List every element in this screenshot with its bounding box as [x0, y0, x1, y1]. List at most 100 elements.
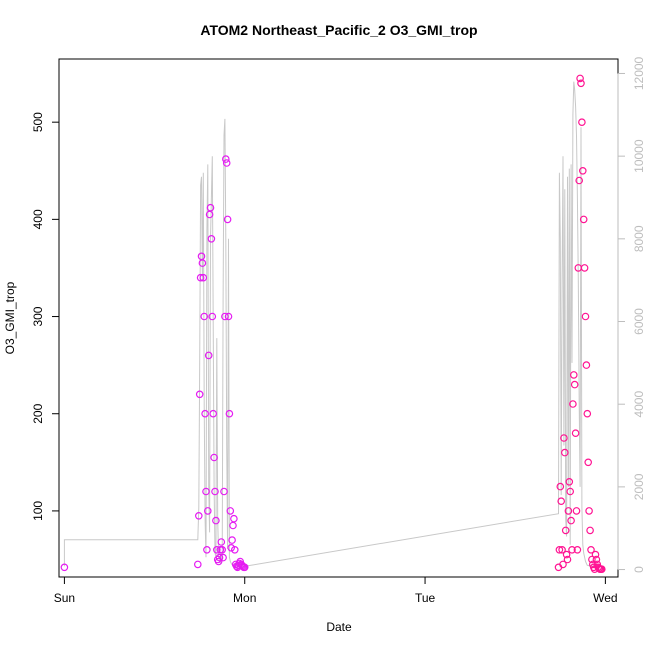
data-point	[203, 545, 211, 554]
y-tick-label: 500	[31, 112, 45, 132]
data-point	[575, 176, 584, 185]
data-point	[231, 545, 239, 554]
data-point	[213, 545, 221, 554]
data-point	[225, 409, 234, 418]
data-point	[578, 118, 586, 127]
data-point	[222, 155, 230, 163]
data-point	[208, 312, 217, 321]
y2-tick-label: 12000	[632, 56, 646, 90]
data-point	[576, 74, 584, 83]
data-point	[584, 458, 593, 467]
data-point	[207, 235, 216, 243]
data-point	[217, 538, 226, 546]
data-point	[200, 312, 209, 321]
data-point	[569, 371, 578, 379]
y-tick-label: 100	[31, 501, 45, 521]
data-point	[228, 536, 236, 544]
data-point	[556, 482, 565, 491]
data-point	[219, 553, 227, 562]
y2-tick-label: 4000	[632, 391, 646, 418]
data-point	[195, 511, 203, 520]
x-axis: Sun Mon Tue Wed	[54, 576, 618, 605]
data-point	[204, 351, 213, 360]
data-point	[583, 409, 592, 418]
data-point	[212, 516, 220, 525]
chart-title: ATOM2 Northeast_Pacific_2 O3_GMI_trop	[200, 22, 477, 38]
data-point	[582, 361, 591, 369]
data-point	[597, 565, 606, 574]
plot-frame	[58, 58, 619, 578]
data-point	[557, 497, 566, 506]
data-point	[215, 553, 224, 562]
data-point	[563, 555, 572, 564]
y-tick-label: 400	[31, 209, 45, 229]
data-point	[60, 563, 69, 572]
data-point	[571, 429, 580, 438]
data-point	[588, 555, 596, 564]
data-point	[586, 526, 594, 535]
data-point	[578, 167, 587, 175]
x-tick-label: Sun	[54, 591, 75, 605]
y2-tick-label: 2000	[632, 473, 646, 500]
series-line	[63, 81, 602, 567]
data-point	[564, 507, 573, 515]
data-point	[230, 514, 238, 523]
data-point	[569, 400, 577, 408]
secondary-series-layer	[63, 81, 602, 567]
data-point	[566, 487, 575, 496]
x-tick-label: Wed	[593, 591, 617, 605]
data-point	[240, 563, 249, 572]
y2-tick-label: 0	[632, 566, 646, 573]
data-point	[195, 390, 204, 399]
data-point	[214, 557, 223, 566]
data-point	[558, 545, 566, 554]
data-point	[218, 545, 227, 554]
x-axis-label: Date	[326, 620, 352, 634]
data-point	[201, 409, 209, 418]
data-point	[592, 555, 601, 564]
data-point	[222, 159, 231, 167]
y2-tick-label: 6000	[632, 308, 646, 335]
data-point	[198, 259, 207, 267]
data-point	[223, 215, 232, 224]
data-point	[579, 215, 588, 224]
data-point	[560, 434, 568, 442]
data-point	[210, 453, 218, 462]
data-point	[204, 507, 212, 515]
data-point	[573, 545, 582, 554]
data-point	[224, 312, 233, 321]
data-point	[559, 560, 567, 569]
data-point	[591, 550, 600, 559]
data-point	[229, 521, 237, 530]
y-axis-left: 100 200 300 400 500	[31, 112, 60, 521]
data-point	[570, 380, 579, 389]
x-tick-label: Mon	[233, 591, 256, 605]
data-point	[561, 526, 570, 535]
data-point	[221, 312, 229, 321]
y-tick-label: 200	[31, 403, 45, 423]
data-point	[196, 273, 205, 282]
data-point	[560, 448, 569, 457]
data-point	[194, 560, 202, 569]
data-point	[562, 550, 571, 559]
data-point	[580, 264, 589, 272]
data-point	[587, 545, 595, 554]
data-point	[581, 312, 590, 321]
data-point	[202, 487, 210, 496]
data-point	[577, 79, 585, 88]
data-point	[209, 409, 218, 418]
data-point	[568, 545, 576, 554]
data-point	[211, 487, 219, 496]
data-point	[555, 545, 564, 554]
y-axis-label: O3_GMI_trop	[3, 281, 17, 354]
x-tick-label: Tue	[415, 591, 436, 605]
data-point	[220, 487, 228, 496]
data-point	[567, 516, 575, 525]
y-tick-label: 300	[31, 306, 45, 326]
data-point	[565, 477, 574, 486]
data-point	[199, 273, 208, 282]
data-point	[226, 507, 235, 515]
y2-tick-label: 10000	[632, 139, 646, 173]
y-axis-right: 0 2000 4000 6000 8000 10000 12000	[617, 56, 646, 573]
